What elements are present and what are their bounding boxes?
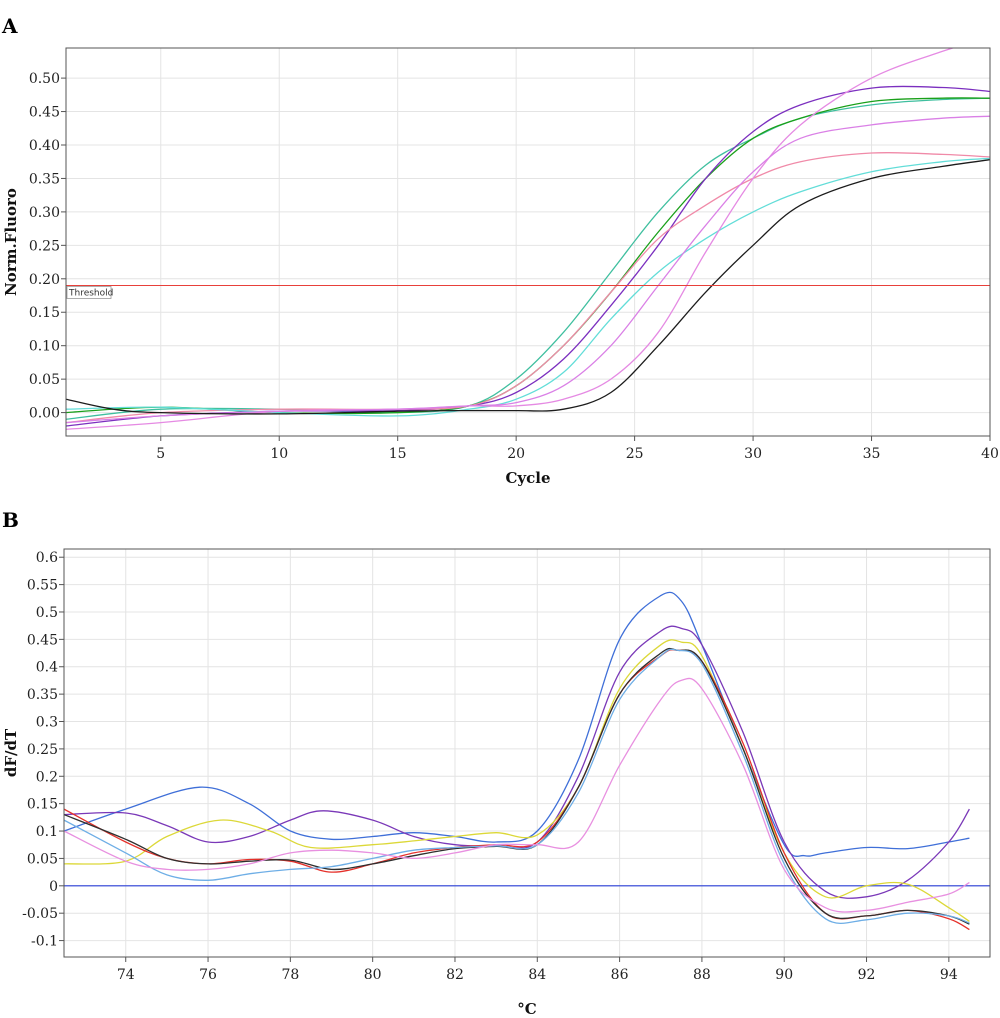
x-tick-label: 74 — [117, 967, 135, 983]
y-tick-label: 0.2 — [36, 769, 58, 785]
x-tick-label: 30 — [744, 446, 762, 462]
x-tick-label: 84 — [528, 967, 546, 983]
x-tick-label: 10 — [270, 446, 288, 462]
y-tick-label: 0.25 — [27, 742, 58, 758]
panel-b-y-ticks: -0.1 -0.05 0 0.05 0.1 0.15 0.2 0.25 0.3 0.35 0.4 0.… — [22, 550, 64, 950]
x-tick-label: 76 — [199, 967, 217, 983]
panel-a-grid — [66, 48, 991, 436]
series-line-6 — [64, 648, 970, 925]
x-tick-label: 94 — [940, 967, 958, 983]
y-tick-label: 0.45 — [29, 105, 60, 121]
series-line-3 — [66, 85, 990, 427]
series-line-4 — [64, 649, 970, 931]
panel-a-y-axis-title: Norm.Fluoro — [2, 188, 20, 296]
y-tick-label: 0.45 — [27, 632, 58, 648]
series-line-5 — [66, 157, 990, 417]
panel-b-x-axis-title: °C — [517, 1000, 537, 1018]
y-tick-label: 0.3 — [36, 715, 58, 731]
x-tick-label: 25 — [626, 446, 644, 462]
x-tick-label: 35 — [863, 446, 881, 462]
panel-a-threshold: Threshold — [66, 284, 990, 299]
y-tick-label: 0.6 — [36, 550, 58, 566]
series-line-2 — [64, 625, 970, 899]
panel-b-grid — [64, 549, 990, 957]
panel-a-x-axis-title: Cycle — [505, 469, 550, 487]
series-line-3 — [64, 639, 970, 922]
x-tick-label: 82 — [446, 967, 464, 983]
panel-a-x-ticks: 5 10 15 20 25 30 35 40 — [156, 436, 999, 462]
panel-a-plot-frame — [65, 47, 991, 437]
panel-b-series-group — [64, 591, 970, 931]
y-tick-label: 0.00 — [29, 406, 60, 422]
series-line-7 — [66, 115, 990, 424]
panel-a-chart: A Threshold 5 10 15 20 25 30 35 40 0.00 0.05 0.10… — [1, 14, 999, 487]
x-tick-label: 5 — [156, 446, 165, 462]
y-tick-label: 0.5 — [36, 605, 58, 621]
y-tick-label: 0.05 — [27, 851, 58, 867]
y-tick-label: 0.30 — [29, 205, 60, 221]
y-tick-label: 0.10 — [29, 339, 60, 355]
x-tick-label: 20 — [507, 446, 525, 462]
series-line-6 — [66, 48, 956, 430]
y-tick-label: 0.35 — [29, 171, 60, 187]
series-line-1 — [64, 591, 970, 857]
x-tick-label: 78 — [281, 967, 299, 983]
series-line-4 — [66, 151, 990, 424]
y-tick-label: 0.4 — [36, 660, 58, 676]
y-tick-label: 0 — [49, 879, 58, 895]
y-tick-label: 0.15 — [29, 305, 60, 321]
panel-a-series-group — [66, 48, 990, 430]
y-tick-label: 0.35 — [27, 687, 58, 703]
panel-b-y-axis-title: dF/dT — [2, 728, 20, 777]
y-tick-label: 0.40 — [29, 138, 60, 154]
x-tick-label: 90 — [775, 967, 793, 983]
panel-b-chart: B 74 76 78 80 82 84 86 88 90 92 94 -0.1 -0.05 0 0.05 0… — [2, 508, 991, 1018]
y-tick-label: 0.1 — [36, 824, 58, 840]
y-tick-label: 0.15 — [27, 797, 58, 813]
series-line-1 — [66, 97, 990, 420]
y-tick-label: 0.50 — [29, 71, 60, 87]
panel-a-y-ticks: 0.00 0.05 0.10 0.15 0.20 0.25 0.30 0.35 0.40 0.45… — [29, 71, 66, 422]
y-tick-label: 0.55 — [27, 578, 58, 594]
x-tick-label: 40 — [981, 446, 999, 462]
y-tick-label: -0.1 — [31, 934, 58, 950]
x-tick-label: 88 — [693, 967, 711, 983]
series-line-5 — [64, 647, 970, 925]
series-line-7 — [64, 677, 970, 913]
x-tick-label: 15 — [389, 446, 407, 462]
y-tick-label: 0.05 — [29, 372, 60, 388]
threshold-label-box — [66, 286, 112, 299]
y-tick-label: 0.20 — [29, 272, 60, 288]
y-tick-label: -0.05 — [22, 906, 58, 922]
x-tick-label: 86 — [611, 967, 629, 983]
y-tick-label: 0.25 — [29, 238, 60, 254]
panel-b-letter: B — [2, 508, 19, 532]
series-line-8 — [66, 159, 990, 415]
threshold-label: Threshold — [68, 288, 113, 298]
x-tick-label: 80 — [364, 967, 382, 983]
panel-b-plot-frame — [63, 548, 991, 958]
panel-a-letter: A — [1, 14, 18, 38]
panel-b-x-ticks: 74 76 78 80 82 84 86 88 90 92 94 — [117, 957, 958, 983]
x-tick-label: 92 — [858, 967, 876, 983]
